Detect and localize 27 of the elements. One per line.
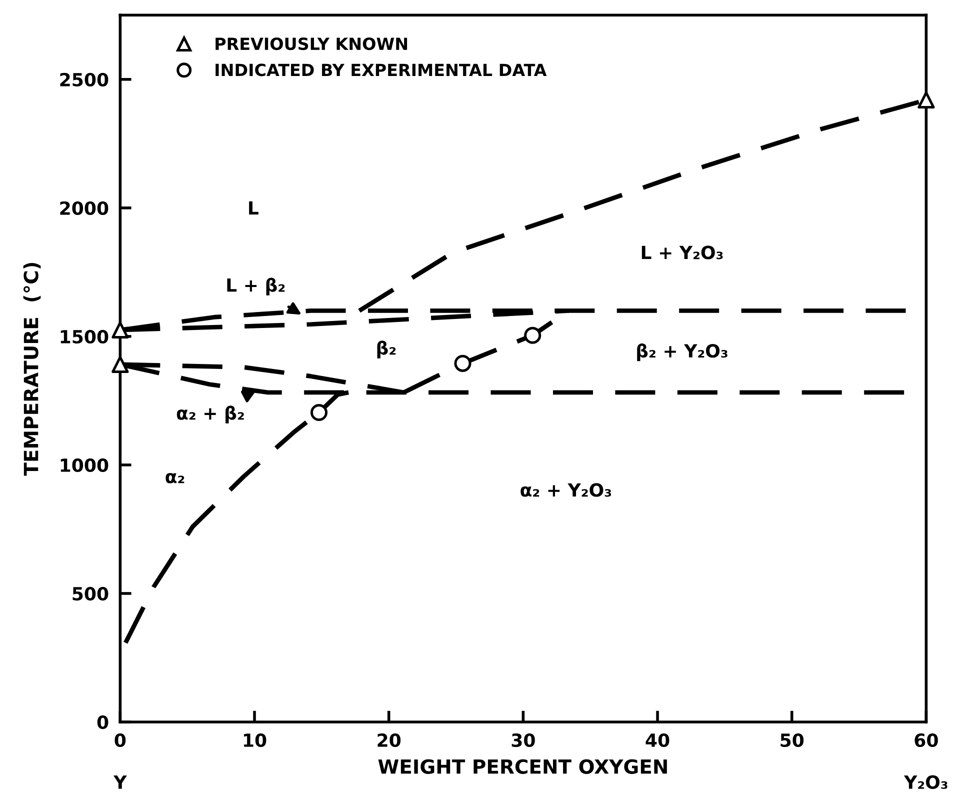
x-tick-label: 40 [646,733,670,748]
y-tick-label: 2500 [60,72,108,86]
legend-label: PREVIOUSLY KNOWN [216,37,408,50]
annotation: α₂ + Y₂O₃ [520,483,612,497]
y-tick-label: 0 [97,715,108,730]
x-axis-title: WEIGHT PERCENT OXYGEN [378,759,667,774]
x-tick-label: 0 [114,733,126,748]
annotation: α₂ + β₂ [176,406,244,424]
x-tick-label: 60 [914,733,938,748]
y-tick-label: 1000 [60,458,108,472]
y-tick-label: 500 [72,586,108,601]
annotation: α₂ [166,472,184,484]
x-tick-label: 50 [780,733,804,748]
y-tick-label: 2000 [60,201,108,216]
x-tick-label: 10 [244,733,266,748]
y-tick-label: 1500 [60,330,108,344]
y-axis-title: TEMPERATURE (°C) [23,262,41,476]
x-tick-label: 30 [512,733,535,748]
text: Y₂O₃ [904,775,948,789]
annotation: L + Y₂O₃ [642,246,723,260]
annotation: β₂ + Y₂O₃ [637,343,728,362]
text: Y [113,776,127,789]
x-tick-label: 20 [378,733,401,748]
annotation: β₂ [377,340,396,358]
annotation: L [249,201,258,214]
legend-label: INDICATED BY EXPERIMENTAL DATA [216,64,547,76]
annotation: L + β₂ [227,278,285,296]
